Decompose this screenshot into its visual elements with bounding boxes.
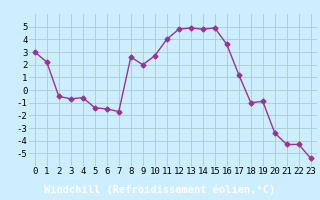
- Text: Windchill (Refroidissement éolien,°C): Windchill (Refroidissement éolien,°C): [44, 185, 276, 195]
